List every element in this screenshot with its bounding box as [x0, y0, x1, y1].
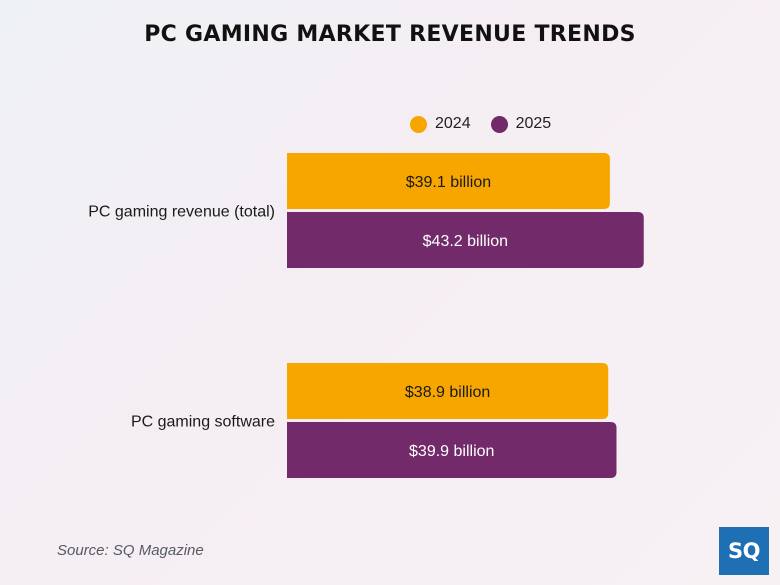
chart-legend: 2024 2025 [410, 113, 551, 135]
legend-label-2025: 2025 [515, 115, 552, 132]
data-label: $39.9 billion [409, 443, 494, 460]
bar-2025 [287, 422, 617, 478]
category-label: PC gaming software [131, 414, 275, 431]
source-note: Source: SQ Magazine [57, 542, 204, 559]
legend-item-2024: 2024 [410, 115, 471, 133]
legend-item-2025: 2025 [490, 115, 552, 133]
legend-swatch-2024 [410, 115, 427, 133]
chart-title: PC GAMING MARKET REVENUE TRENDS [144, 22, 636, 47]
data-label: $39.1 billion [406, 174, 491, 191]
sq-logo: SQ [719, 527, 769, 575]
bar-2024 [287, 153, 610, 209]
data-label: $38.9 billion [405, 384, 490, 401]
data-label: $43.2 billion [423, 233, 508, 250]
category-label: PC gaming revenue (total) [88, 204, 275, 221]
legend-swatch-2025 [490, 115, 508, 133]
bar-2025 [287, 212, 644, 268]
legend-label-2024: 2024 [435, 115, 471, 132]
bar-2024 [287, 363, 609, 419]
